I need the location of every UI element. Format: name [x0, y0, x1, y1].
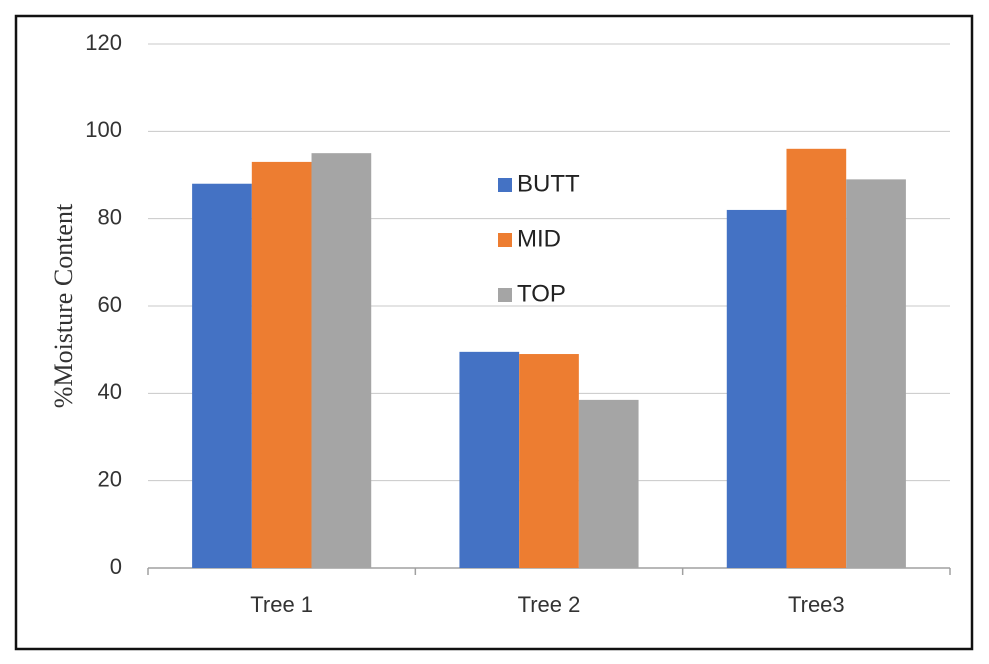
y-tick-label: 60: [98, 292, 122, 317]
y-tick-label: 100: [85, 117, 122, 142]
y-tick-label: 20: [98, 466, 122, 491]
bar: [192, 183, 252, 568]
bar: [726, 209, 787, 568]
x-tick-label: Tree3: [788, 592, 845, 617]
bar: [459, 351, 520, 568]
y-tick-label: 80: [98, 204, 122, 229]
y-tick-label: 0: [110, 554, 122, 579]
legend-label: MID: [517, 225, 561, 252]
legend-swatch: [498, 233, 512, 247]
bar: [786, 148, 847, 569]
bar: [846, 179, 906, 568]
legend-swatch: [498, 288, 512, 302]
legend-swatch: [498, 178, 512, 192]
y-axis-label: %Moisture Content: [49, 203, 78, 408]
x-tick-label: Tree 1: [250, 592, 313, 617]
bar: [519, 354, 579, 568]
y-tick-label: 120: [85, 30, 122, 55]
x-tick-label: Tree 2: [518, 592, 581, 617]
bar: [251, 161, 312, 568]
legend-label: TOP: [517, 280, 566, 307]
bar: [578, 399, 639, 568]
legend-label: BUTT: [517, 170, 580, 197]
y-tick-label: 40: [98, 379, 122, 404]
bar: [311, 153, 372, 568]
